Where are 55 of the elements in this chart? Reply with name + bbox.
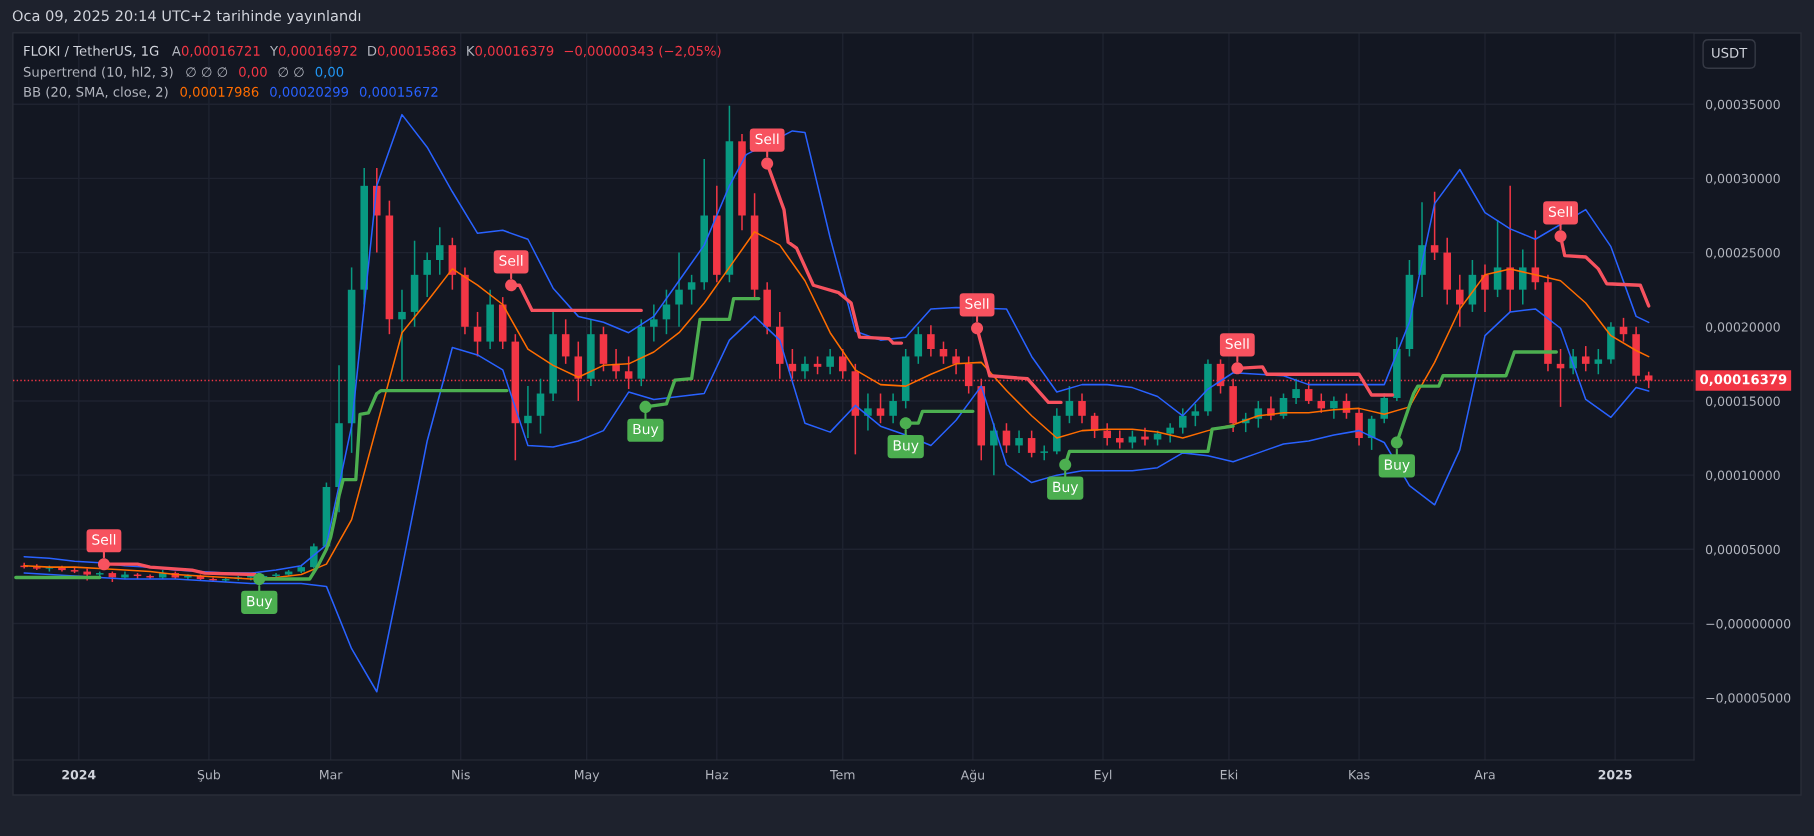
x-tick-label: Haz — [706, 770, 729, 780]
annotation: 0,00017986 — [180, 86, 259, 99]
annotation: 0,00016972 — [278, 45, 357, 58]
x-tick-label: Şub — [197, 769, 221, 782]
y-tick-label: 0,00020000 — [1705, 322, 1780, 333]
x-tick-label: May — [574, 770, 600, 782]
annotation: 0,00016721 — [181, 45, 260, 58]
annotation: ∅ ∅ — [278, 67, 304, 77]
annotation: 0,00015672 — [359, 86, 438, 99]
annotation: Supertrend (10, hl2, 3) — [23, 66, 173, 80]
annotation: −0,00000343 (−2,05%) — [564, 45, 721, 58]
annotation: 0,00 — [315, 66, 344, 79]
x-tick-label: Nis — [452, 769, 470, 780]
data-label: Sell — [1548, 206, 1572, 217]
annotation: 0,00016379 — [475, 45, 554, 58]
data-label: Sell — [965, 298, 989, 309]
x-tick-label: Tem — [830, 770, 855, 780]
data-label: Buy — [1384, 459, 1410, 473]
annotation: Y — [269, 46, 279, 56]
x-tick-label: Eki — [1220, 769, 1238, 780]
data-label: Buy — [1053, 481, 1079, 495]
text: USDT — [1712, 47, 1748, 58]
data-label: Sell — [92, 534, 116, 545]
data-label: Buy — [247, 596, 273, 610]
data-label: Sell — [1225, 338, 1249, 349]
y-tick-label: 0,00025000 — [1705, 248, 1780, 259]
data-label: Sell — [499, 255, 523, 266]
x-tick-label: Mar — [320, 770, 343, 780]
x-tick-label: 2025 — [1598, 769, 1632, 780]
annotation: K — [467, 46, 475, 56]
ref-line-label: 0,00016379 — [1700, 374, 1787, 387]
text: Oca 09, 2025 20:14 UTC+2 tarihinde yayınlandı — [12, 9, 361, 25]
y-tick-label: 0,00005000 — [1705, 544, 1780, 556]
data-label: Sell — [755, 133, 779, 145]
text: FLOKI / TetherUS, 1G — [24, 45, 159, 58]
y-tick-label: −0,00005000 — [1706, 693, 1791, 704]
x-tick-label: 2024 — [62, 769, 96, 780]
y-tick-label: 0,00030000 — [1705, 173, 1780, 185]
x-tick-label: Ara — [1474, 770, 1495, 780]
x-tick-label: Ağu — [960, 769, 984, 783]
x-tick-label: Kas — [1349, 770, 1370, 780]
annotation: 0,00020299 — [270, 86, 349, 99]
annotation: ∅ ∅ ∅ — [186, 67, 228, 77]
y-tick-label: 0,00010000 — [1705, 470, 1780, 482]
data-label: Buy — [633, 423, 659, 437]
annotation: D — [368, 46, 377, 56]
annotation: 0,00 — [239, 66, 267, 79]
y-tick-label: 0,00015000 — [1705, 396, 1780, 408]
y-tick-label: −0,00000000 — [1706, 618, 1791, 630]
x-tick-label: Eyl — [1094, 769, 1112, 782]
annotation: A — [171, 46, 181, 56]
data-label: Buy — [893, 440, 919, 454]
annotation: BB (20, SMA, close, 2) — [24, 86, 168, 99]
y-tick-label: 0,00035000 — [1705, 99, 1780, 111]
annotation: 0,00015863 — [377, 45, 456, 58]
